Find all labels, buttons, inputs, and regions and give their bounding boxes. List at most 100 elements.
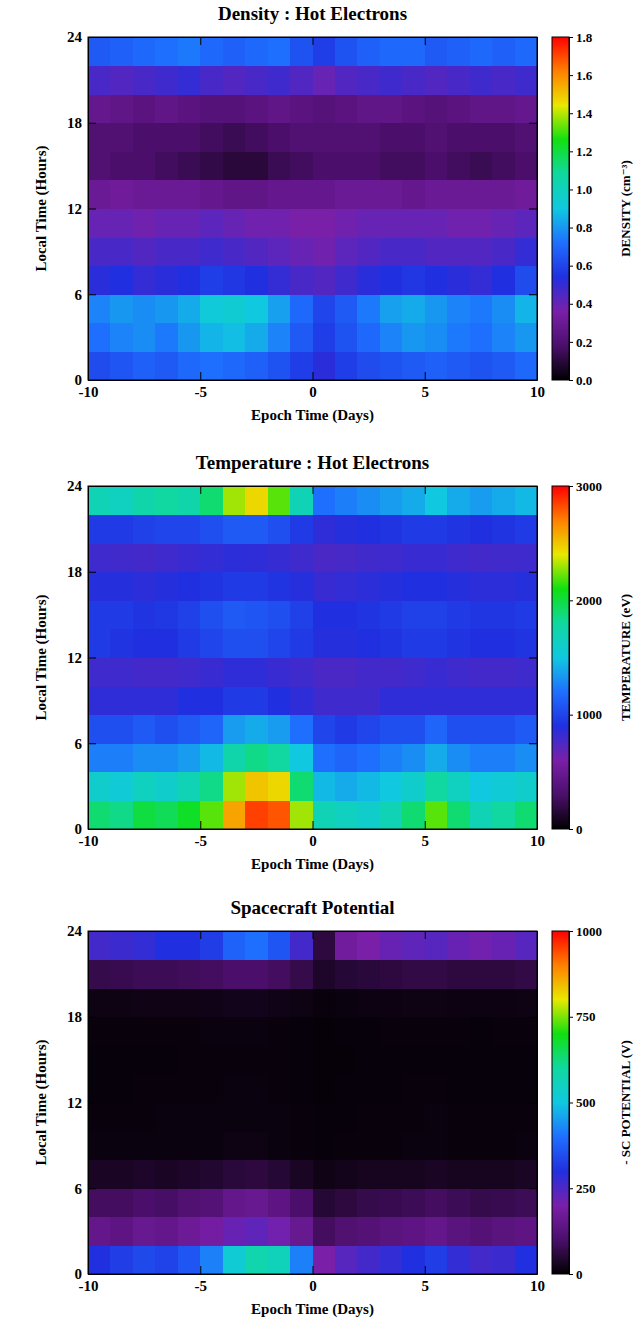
tick-label: 0 bbox=[309, 1278, 317, 1294]
heat-cell bbox=[133, 209, 156, 238]
heat-cell bbox=[155, 1045, 178, 1074]
y-axis-title: Local Time (Hours) bbox=[33, 1039, 50, 1165]
heat-cell bbox=[492, 629, 515, 658]
tick-mark bbox=[313, 486, 314, 494]
tick: 5 bbox=[422, 821, 430, 849]
heat-cell bbox=[178, 1045, 201, 1074]
tick-label: 5 bbox=[422, 833, 430, 849]
heat-cell bbox=[133, 351, 156, 380]
heat-cell bbox=[178, 931, 201, 960]
heat-cell bbox=[178, 572, 201, 601]
tick bbox=[529, 1103, 537, 1104]
tick-mark bbox=[529, 931, 537, 932]
heat-cell bbox=[245, 66, 268, 95]
heat-cell bbox=[447, 1074, 470, 1103]
tick: 6 bbox=[75, 736, 97, 752]
tick bbox=[200, 37, 201, 45]
tick-mark bbox=[569, 37, 573, 38]
heat-cell bbox=[313, 1045, 336, 1074]
heat-cell bbox=[515, 237, 537, 266]
heat-cell bbox=[268, 960, 291, 989]
heat-cell bbox=[290, 629, 313, 658]
heat-cell bbox=[268, 1074, 291, 1103]
heat-cell bbox=[223, 486, 246, 515]
heat-cell bbox=[515, 151, 537, 180]
heat-cell bbox=[335, 1103, 358, 1132]
heat-cell bbox=[447, 960, 470, 989]
heat-cell bbox=[335, 1045, 358, 1074]
heat-cell bbox=[290, 931, 313, 960]
heat-cell bbox=[110, 931, 133, 960]
heat-cell bbox=[335, 151, 358, 180]
heat-cell bbox=[357, 1245, 380, 1274]
heat-cell bbox=[470, 151, 493, 180]
heat-cell bbox=[155, 772, 178, 801]
heat-cell bbox=[155, 515, 178, 544]
heat-cell bbox=[492, 237, 515, 266]
heat-cell bbox=[268, 94, 291, 123]
tick-mark bbox=[88, 37, 96, 38]
heat-cell bbox=[425, 323, 448, 352]
heat-cell bbox=[492, 486, 515, 515]
heat-cell bbox=[155, 323, 178, 352]
heat-cell bbox=[200, 123, 223, 152]
heat-cell bbox=[357, 351, 380, 380]
heat-cell bbox=[492, 1188, 515, 1217]
heat-cell bbox=[402, 1217, 425, 1246]
heat-cell bbox=[133, 151, 156, 180]
x-axis-top bbox=[89, 931, 538, 939]
heat-cell bbox=[515, 37, 537, 66]
heat-cell bbox=[335, 323, 358, 352]
heat-cell bbox=[110, 486, 133, 515]
tick-label: 0 bbox=[75, 1266, 83, 1282]
heat-cell bbox=[380, 1103, 403, 1132]
heat-cell bbox=[357, 600, 380, 629]
tick-label: 1.8 bbox=[576, 30, 593, 45]
tick bbox=[529, 1017, 537, 1018]
tick: 1.6 bbox=[569, 68, 593, 83]
title: Spacecraft Potential bbox=[230, 897, 394, 918]
heat-cell bbox=[357, 237, 380, 266]
heat-cell bbox=[313, 960, 336, 989]
heat-cell bbox=[470, 543, 493, 572]
heat-cell bbox=[425, 715, 448, 744]
heat-cell bbox=[133, 629, 156, 658]
heat-cell bbox=[470, 931, 493, 960]
heat-cell bbox=[447, 515, 470, 544]
heat-cell bbox=[245, 123, 268, 152]
heat-cell bbox=[470, 1017, 493, 1046]
heat-cell bbox=[155, 931, 178, 960]
tick: 18 bbox=[67, 1009, 96, 1025]
heat-cell bbox=[110, 988, 133, 1017]
y-axis-right bbox=[529, 932, 538, 1275]
heat-cell bbox=[492, 1017, 515, 1046]
heat-cell bbox=[447, 1160, 470, 1189]
heat-cell bbox=[447, 266, 470, 295]
heat-cell bbox=[223, 1160, 246, 1189]
heat-cell bbox=[447, 686, 470, 715]
tick: 250 bbox=[569, 1181, 596, 1196]
heat-cell bbox=[268, 572, 291, 601]
heat-cell bbox=[515, 772, 537, 801]
tick-label: 10 bbox=[530, 384, 545, 400]
heat-cell bbox=[335, 543, 358, 572]
heat-cell bbox=[515, 323, 537, 352]
heat-cell bbox=[110, 323, 133, 352]
heat-cell bbox=[515, 294, 537, 323]
heat-cell bbox=[402, 600, 425, 629]
heat-cell bbox=[402, 323, 425, 352]
heat-cell bbox=[88, 543, 111, 572]
heat-cell bbox=[470, 66, 493, 95]
tick-mark bbox=[200, 372, 201, 380]
heat-cell bbox=[178, 151, 201, 180]
heat-cell bbox=[268, 266, 291, 295]
heat-cell bbox=[290, 1017, 313, 1046]
heat-cell bbox=[357, 743, 380, 772]
heat-cell bbox=[402, 94, 425, 123]
heat-cell bbox=[133, 1188, 156, 1217]
heat-cell bbox=[402, 351, 425, 380]
heat-cell bbox=[245, 237, 268, 266]
tick-label: 0 bbox=[309, 384, 317, 400]
heat-cell bbox=[402, 294, 425, 323]
tick bbox=[200, 486, 201, 494]
